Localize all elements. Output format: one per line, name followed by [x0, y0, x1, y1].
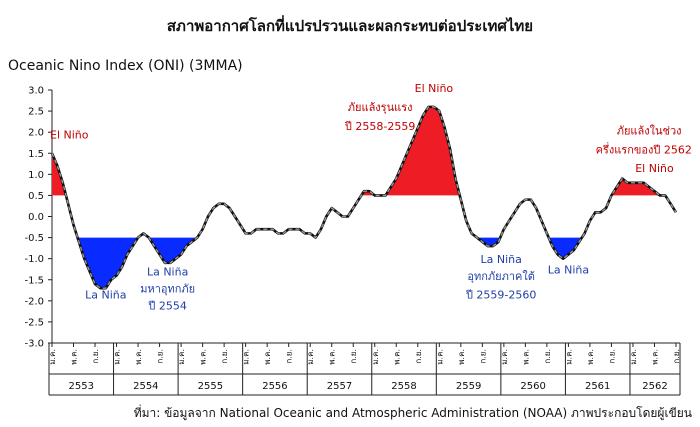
month-tick-label: ก.ย.: [607, 349, 616, 364]
annotation-el-nino: El Niño: [415, 82, 454, 95]
month-tick-label: พ.ค.: [650, 349, 659, 365]
source-note: ที่มา: ข้อมูลจาก National Oceanic and At…: [133, 406, 692, 420]
year-label: 2557: [327, 381, 352, 392]
y-axis-title: Oceanic Nino Index (ONI) (3MMA): [8, 58, 243, 74]
annotation-la-nina: La Niña: [480, 253, 521, 266]
month-tick-label: ก.ย.: [220, 349, 229, 364]
year-label: 2561: [585, 381, 610, 392]
la-nina-area: [148, 237, 198, 263]
annotation-la-nina: La Niña: [85, 289, 126, 302]
y-tick-label: 1.0: [28, 170, 44, 181]
annotation-el-nino: ภัยแล้งรุนแรง: [348, 101, 413, 114]
y-tick-label: -1.0: [24, 254, 44, 265]
year-label: 2554: [133, 381, 158, 392]
month-tick-label: ก.ย.: [285, 349, 294, 364]
month-tick-label: ม.ค.: [48, 349, 57, 365]
y-tick-label: 3.0: [28, 86, 44, 97]
y-tick-label: -2.0: [24, 296, 44, 307]
chart-title: สภาพอากาศโลกที่แปรปรวนและผลกระทบต่อประเท…: [166, 17, 534, 35]
annotation-el-nino: ครึ่งแรกของปี 2562: [596, 141, 692, 156]
month-tick-label: ม.ค.: [564, 349, 573, 365]
year-label: 2555: [198, 381, 223, 392]
month-tick-label: ก.ย.: [478, 349, 487, 364]
y-tick-label: 0.5: [28, 191, 44, 202]
month-tick-label: พ.ค.: [457, 349, 466, 365]
month-tick-label: พ.ค.: [70, 349, 79, 365]
annotation-la-nina: อุทกภัยภาคใต้: [467, 270, 535, 283]
y-tick-label: -0.5: [24, 233, 44, 244]
annotation-el-nino: El Niño: [635, 162, 674, 175]
y-tick-label: 0.0: [28, 212, 44, 223]
month-tick-label: ม.ค.: [629, 349, 638, 365]
annotation-la-nina: La Niña: [548, 263, 589, 276]
month-tick-label: ม.ค.: [371, 349, 380, 365]
oni-series-dash: [51, 106, 677, 289]
month-tick-label: พ.ค.: [328, 349, 337, 365]
month-tick-label: พ.ค.: [392, 349, 401, 365]
month-tick-label: ม.ค.: [306, 349, 315, 365]
month-tick-label: ก.ย.: [672, 349, 681, 364]
month-tick-label: ก.ย.: [414, 349, 423, 364]
month-tick-label: ม.ค.: [435, 349, 444, 365]
month-tick-label: ม.ค.: [242, 349, 251, 365]
month-tick-label: พ.ค.: [586, 349, 595, 365]
annotation-la-nina: ปี 2559-2560: [465, 289, 537, 302]
y-tick-label: 2.5: [28, 107, 44, 118]
year-label: 2558: [391, 381, 416, 392]
annotation-la-nina: มหาอุทกภัย: [140, 282, 195, 295]
month-tick-label: พ.ค.: [199, 349, 208, 365]
year-label: 2560: [520, 381, 545, 392]
month-tick-label: พ.ค.: [134, 349, 143, 365]
month-tick-label: ก.ย.: [349, 349, 358, 364]
oni-series-line: [50, 105, 678, 290]
month-tick-label: พ.ค.: [521, 349, 530, 365]
annotation-el-nino: ภัยแล้งในช่วง: [617, 124, 682, 137]
la-nina-area: [548, 237, 582, 259]
y-tick-label: -3.0: [24, 339, 44, 350]
year-label: 2559: [456, 381, 481, 392]
year-label: 2556: [262, 381, 287, 392]
y-tick-label: -1.5: [24, 275, 44, 286]
month-tick-label: ก.ย.: [91, 349, 100, 364]
month-tick-label: ม.ค.: [500, 349, 509, 365]
y-tick-label: -2.5: [24, 317, 44, 328]
annotation-la-nina: La Niña: [147, 266, 188, 279]
el-nino-area: [611, 178, 666, 196]
el-nino-area: [361, 106, 460, 196]
annotation-la-nina: ปี 2554: [147, 299, 187, 312]
year-label: 2553: [69, 381, 94, 392]
month-tick-label: ม.ค.: [177, 349, 186, 365]
y-tick-label: 1.5: [28, 149, 44, 160]
annotation-el-nino: El Niño: [50, 128, 89, 141]
month-tick-label: พ.ค.: [263, 349, 272, 365]
month-tick-label: ก.ย.: [156, 349, 165, 364]
y-tick-label: 2.0: [28, 128, 44, 139]
month-tick-label: ก.ย.: [543, 349, 552, 364]
month-tick-label: ม.ค.: [113, 349, 122, 365]
annotation-el-nino: ปี 2558-2559: [344, 120, 416, 133]
year-label: 2562: [642, 381, 667, 392]
